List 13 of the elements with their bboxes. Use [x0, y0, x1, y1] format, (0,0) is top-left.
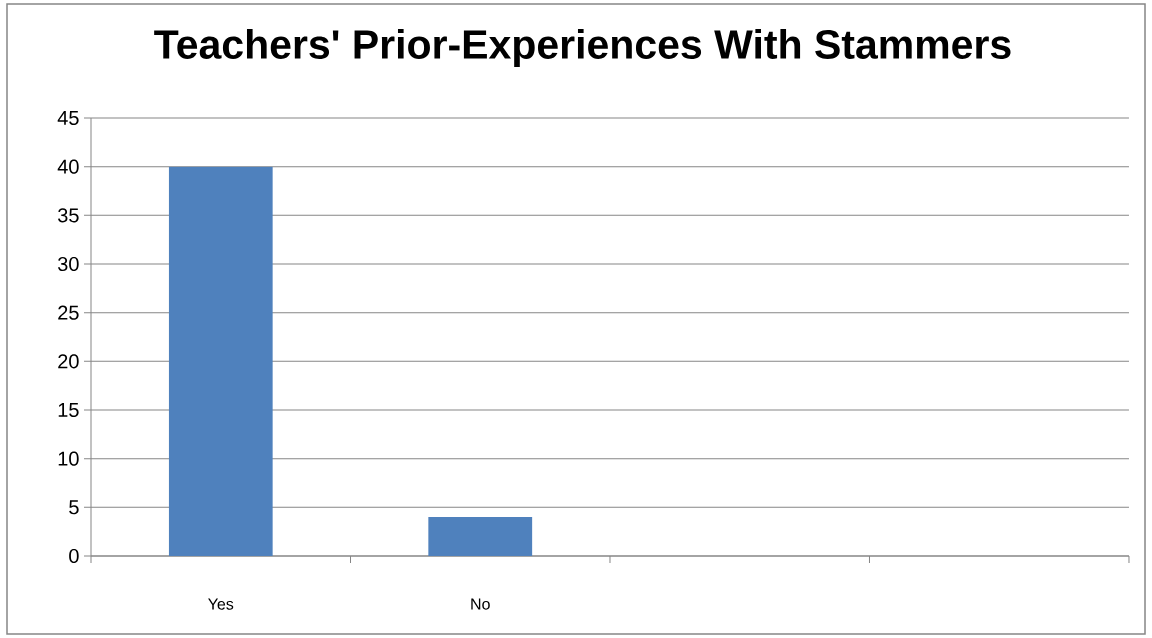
y-tick-label: 10 [58, 451, 79, 466]
y-tick-label: 0 [69, 548, 79, 564]
y-tick-label: 15 [58, 403, 79, 417]
chart-title: Teachers' Prior-Experiences With Stammers [154, 28, 1011, 68]
y-tick-label: 5 [69, 500, 79, 515]
x-tick-label: Yes [208, 598, 234, 610]
y-tick-label: 25 [58, 305, 79, 320]
x-tick-label: No [471, 598, 490, 610]
y-tick-label: 20 [58, 354, 79, 369]
y-tick-label: 45 [57, 111, 79, 125]
y-tick-label: 35 [57, 208, 79, 223]
y-tick-label: 40 [57, 159, 79, 174]
y-tick-label: 30 [57, 256, 79, 272]
